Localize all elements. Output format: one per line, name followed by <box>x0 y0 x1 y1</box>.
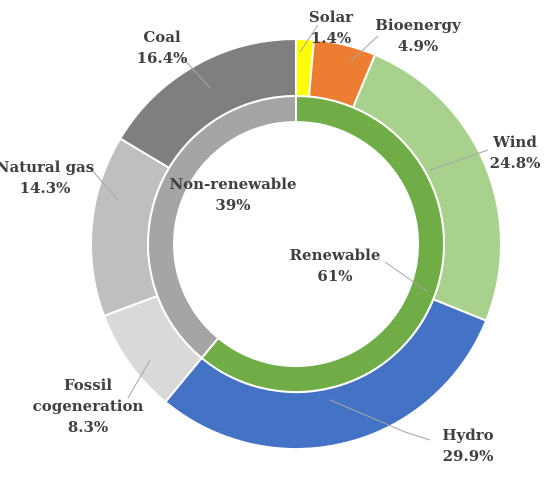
label-hydro: Hydro 29.9% <box>442 426 493 465</box>
slice-labels: Solar 1.4% Bioenergy 4.9% Wind 24.8% Hydro 29.9… <box>0 8 540 465</box>
leader-hydro <box>329 399 431 441</box>
label-non-renewable: Non-renewable 39% <box>169 175 296 214</box>
label-fossil-cogeneration: Fossil cogeneration 8.3% <box>33 376 144 436</box>
inner-slice-non-renewable <box>147 94 297 360</box>
label-wind: Wind 24.8% <box>490 133 541 172</box>
leader-solar <box>299 24 319 53</box>
leader-wind <box>429 149 489 171</box>
leader-bioenergy <box>349 35 379 63</box>
leader-fossil-cogeneration <box>127 359 151 399</box>
label-bioenergy: Bioenergy 4.9% <box>375 16 462 55</box>
label-natural-gas: Natural gas 14.3% <box>0 158 94 197</box>
label-renewable: Renewable 61% <box>290 246 381 285</box>
leader-lines <box>89 24 489 441</box>
leader-coal <box>179 54 211 89</box>
leader-natural-gas <box>89 167 119 201</box>
label-coal: Coal 16.4% <box>137 28 188 67</box>
inner-ring <box>147 94 445 393</box>
label-solar: Solar 1.4% <box>309 8 354 47</box>
leader-renewable <box>384 261 429 293</box>
inner-slice-renewable <box>200 94 445 393</box>
